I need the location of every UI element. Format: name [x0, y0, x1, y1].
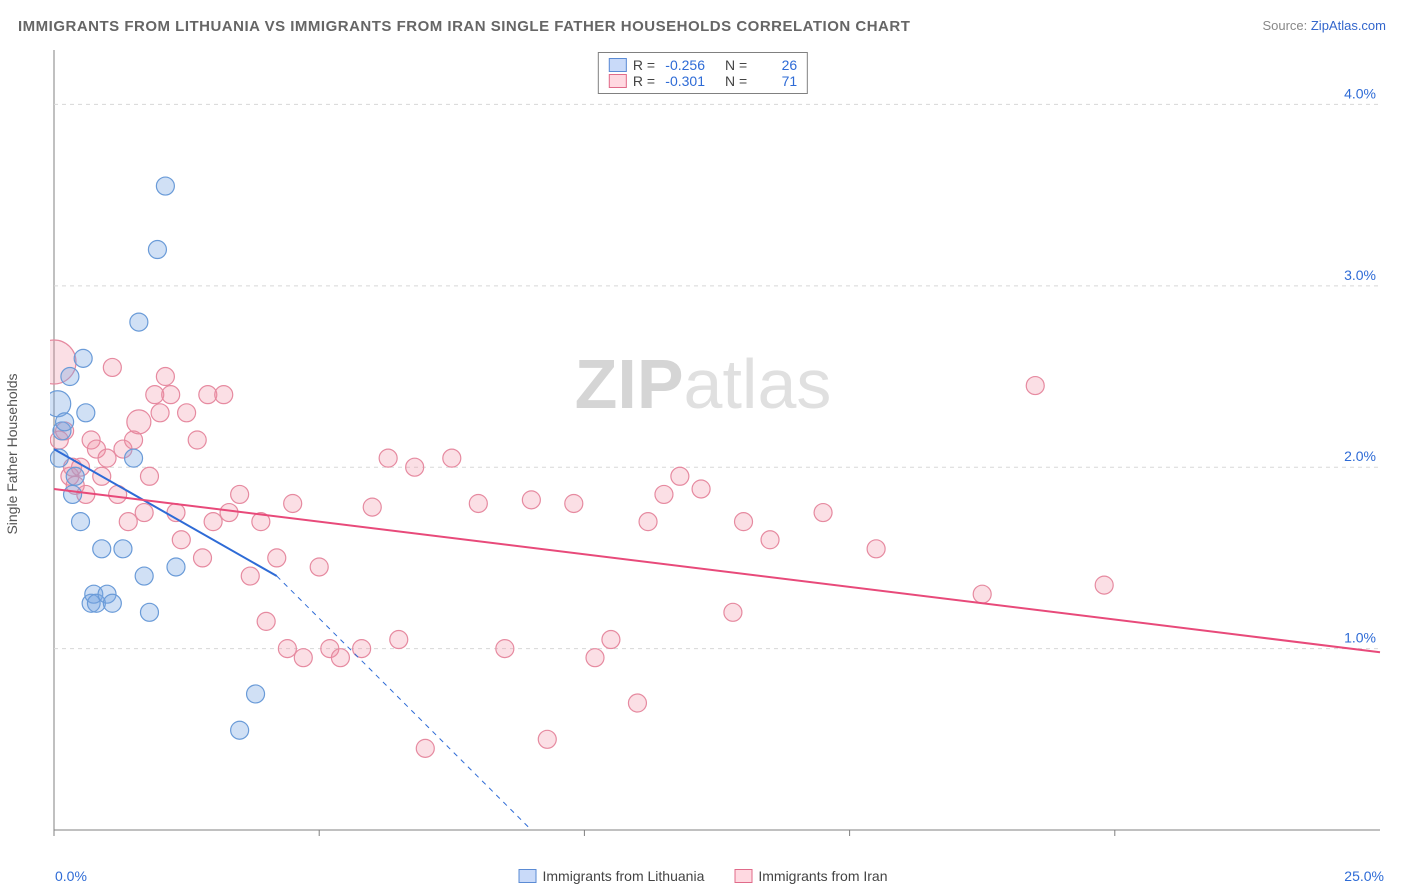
legend-item-lithuania: Immigrants from Lithuania: [519, 868, 705, 884]
swatch-lithuania: [519, 869, 537, 883]
swatch-lithuania: [609, 58, 627, 72]
series-name-iran: Immigrants from Iran: [758, 868, 887, 884]
source-link[interactable]: ZipAtlas.com: [1311, 18, 1386, 33]
svg-text:3.0%: 3.0%: [1344, 267, 1376, 283]
swatch-iran: [734, 869, 752, 883]
legend-item-iran: Immigrants from Iran: [734, 868, 887, 884]
r-value-iran: -0.301: [661, 73, 705, 89]
source-label: Source:: [1262, 18, 1310, 33]
series-name-lithuania: Immigrants from Lithuania: [543, 868, 705, 884]
swatch-iran: [609, 74, 627, 88]
r-value-lithuania: -0.256: [661, 57, 705, 73]
scatter-plot: 1.0% 2.0% 3.0% 4.0%: [50, 50, 1386, 850]
n-value-iran: 71: [753, 73, 797, 89]
legend-row-lithuania: R = -0.256 N = 26: [609, 57, 797, 73]
n-value-lithuania: 26: [753, 57, 797, 73]
y-axis-label: Single Father Households: [4, 373, 20, 534]
source-attribution: Source: ZipAtlas.com: [1262, 18, 1386, 33]
svg-text:2.0%: 2.0%: [1344, 448, 1376, 464]
r-label: R =: [633, 57, 655, 73]
correlation-legend: R = -0.256 N = 26 R = -0.301 N = 71: [598, 52, 808, 94]
n-label: N =: [725, 57, 747, 73]
x-axis-min-label: 0.0%: [55, 868, 87, 884]
svg-text:4.0%: 4.0%: [1344, 85, 1376, 101]
svg-text:1.0%: 1.0%: [1344, 630, 1376, 646]
series-legend: Immigrants from Lithuania Immigrants fro…: [519, 868, 888, 884]
r-label: R =: [633, 73, 655, 89]
legend-row-iran: R = -0.301 N = 71: [609, 73, 797, 89]
n-label: N =: [725, 73, 747, 89]
chart-title: IMMIGRANTS FROM LITHUANIA VS IMMIGRANTS …: [18, 18, 910, 35]
x-axis-max-label: 25.0%: [1344, 868, 1384, 884]
